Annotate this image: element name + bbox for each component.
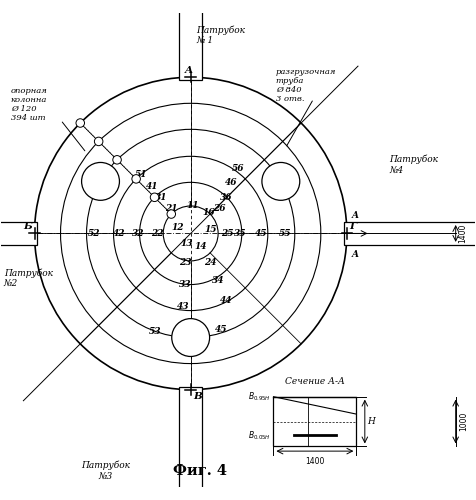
Circle shape [172, 318, 209, 356]
Text: 13: 13 [180, 240, 193, 248]
Text: A: A [352, 210, 358, 220]
Text: 16: 16 [202, 208, 215, 217]
Text: 35: 35 [234, 229, 247, 238]
Text: Фиг. 4: Фиг. 4 [173, 464, 227, 478]
Bar [274, 396, 357, 446]
Text: Патрубок
№2: Патрубок №2 [4, 268, 53, 288]
Text: 34: 34 [212, 276, 224, 285]
Circle shape [132, 174, 140, 183]
Text: 36: 36 [220, 194, 232, 202]
Text: 14: 14 [195, 242, 208, 251]
Circle shape [81, 162, 119, 200]
Text: 45: 45 [255, 229, 267, 238]
Text: 56: 56 [232, 164, 244, 172]
Text: 1400: 1400 [305, 458, 325, 466]
Circle shape [76, 119, 85, 128]
Text: 32: 32 [132, 229, 145, 238]
Text: Патрубок
№ 1: Патрубок № 1 [197, 25, 245, 45]
Text: $B_{0.05H}$: $B_{0.05H}$ [248, 429, 271, 442]
Text: 43: 43 [178, 302, 190, 312]
Text: 46: 46 [225, 178, 237, 187]
Circle shape [262, 162, 300, 200]
Text: 53: 53 [149, 328, 161, 336]
Bar [345, 222, 476, 245]
Text: 41: 41 [146, 182, 158, 190]
Text: B: B [193, 392, 202, 401]
Text: $B_{0.95H}$: $B_{0.95H}$ [248, 390, 271, 403]
Text: 12: 12 [171, 224, 184, 232]
Text: H: H [367, 417, 375, 426]
Text: 45: 45 [215, 324, 228, 334]
Text: 1000: 1000 [459, 412, 468, 431]
Text: 24: 24 [204, 258, 217, 268]
Circle shape [150, 193, 159, 202]
Text: 22: 22 [151, 229, 164, 238]
Text: 21: 21 [165, 204, 177, 214]
Circle shape [94, 137, 103, 145]
Text: Б: Б [23, 222, 32, 231]
Circle shape [167, 210, 176, 218]
Text: 52: 52 [88, 229, 100, 238]
Text: 55: 55 [279, 229, 292, 238]
Text: A: A [185, 66, 193, 75]
Text: 31: 31 [155, 194, 168, 202]
Text: опорная
колонна
Ø 120
394 шт: опорная колонна Ø 120 394 шт [11, 86, 48, 122]
Text: 25: 25 [221, 229, 234, 238]
Text: Патрубок
№4: Патрубок №4 [389, 155, 438, 175]
Text: Сечение А-А: Сечение А-А [285, 378, 345, 386]
Text: 23: 23 [179, 258, 191, 268]
Bar [0, 222, 37, 245]
Text: 44: 44 [220, 296, 232, 305]
Text: разгрузочная
труба
Ø 840
3 отв.: разгрузочная труба Ø 840 3 отв. [276, 68, 336, 104]
Text: 15: 15 [204, 225, 217, 234]
Text: A: A [352, 250, 358, 258]
Text: Г: Г [349, 222, 357, 231]
Text: 11: 11 [187, 200, 199, 209]
Bar [179, 0, 202, 80]
Text: 51: 51 [135, 170, 147, 179]
Bar [179, 387, 202, 500]
Text: 26: 26 [213, 204, 225, 214]
Circle shape [113, 156, 121, 164]
Text: Патрубок
№3: Патрубок №3 [81, 460, 130, 480]
Text: 42: 42 [112, 229, 125, 238]
Text: 1400: 1400 [458, 224, 467, 243]
Text: 33: 33 [179, 280, 191, 289]
